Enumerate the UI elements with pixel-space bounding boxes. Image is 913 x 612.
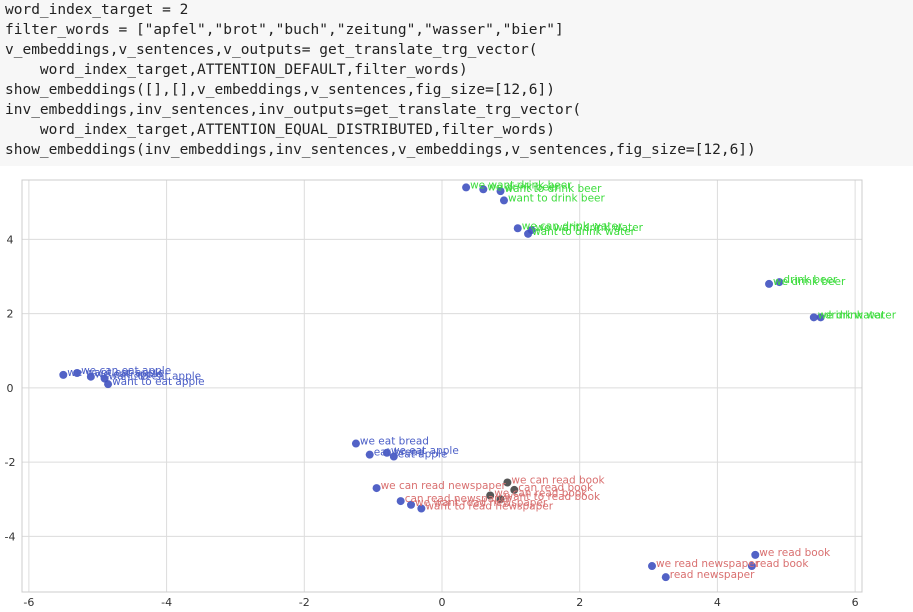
data-point xyxy=(86,372,95,381)
x-tick-label: 6 xyxy=(852,596,859,608)
data-point xyxy=(765,279,774,288)
point-label: want to eat apple xyxy=(109,371,202,383)
point-label: can read book xyxy=(518,482,594,494)
point-label: we can read newspaper xyxy=(381,480,507,492)
point-label: we eat apple xyxy=(391,445,459,457)
data-point xyxy=(661,573,670,582)
data-point xyxy=(396,497,405,506)
data-point xyxy=(351,439,360,448)
data-point xyxy=(462,183,471,192)
x-tick-label: -6 xyxy=(23,596,34,608)
data-point xyxy=(747,562,756,571)
output-area: -6 -4 -2 0 2 4 6 -4 -2 0 2 4 we want drink beer we d… xyxy=(0,166,913,609)
data-point xyxy=(496,187,505,196)
point-label: want to read newspaper xyxy=(425,500,553,512)
data-point xyxy=(510,485,519,494)
y-tick-label: -2 xyxy=(5,456,16,469)
x-tick-label: 0 xyxy=(439,596,446,608)
point-label: can read newspaper xyxy=(405,493,513,505)
data-point xyxy=(479,185,488,194)
data-point xyxy=(59,370,68,379)
code-line: filter_words = ["apfel","brot","buch","z… xyxy=(5,22,564,38)
point-label: we eat apple xyxy=(95,369,163,381)
code-line: word_index_target,ATTENTION_DEFAULT,filt… xyxy=(5,62,468,78)
data-point xyxy=(104,380,113,389)
data-point xyxy=(809,313,818,322)
code-line: word_index_target = 2 xyxy=(5,2,189,18)
point-label: we drink beer xyxy=(487,181,560,193)
data-point xyxy=(372,484,381,493)
point-label: we drink beer xyxy=(773,276,846,288)
point-label: want to read book xyxy=(505,491,602,503)
tick-labels: -6 -4 -2 0 2 4 6 -4 -2 0 2 4 xyxy=(5,233,859,609)
data-point xyxy=(407,500,416,509)
data-point xyxy=(496,495,505,504)
y-tick-label: 4 xyxy=(7,233,14,246)
data-point xyxy=(499,196,508,205)
data-point xyxy=(503,478,512,487)
code-line: show_embeddings(inv_embeddings,inv_sente… xyxy=(5,142,756,158)
code-line: inv_embeddings,inv_sentences,inv_outputs… xyxy=(5,102,582,118)
data-point xyxy=(524,229,533,238)
point-label: we can eat apple xyxy=(81,365,171,377)
point-label: eat bread xyxy=(374,447,425,459)
code-line: v_embeddings,v_sentences,v_outputs= get_… xyxy=(5,42,538,58)
x-tick-label: 2 xyxy=(576,596,583,608)
point-label: we want drink beer xyxy=(470,179,572,191)
point-label: drink beer xyxy=(783,274,838,286)
point-label: want to drink beer xyxy=(505,183,603,195)
x-tick-label: 4 xyxy=(714,596,721,608)
point-label: we want read newspaper xyxy=(415,497,548,509)
point-label: we eat bread xyxy=(360,436,429,448)
point-label: want to eat apple xyxy=(112,376,205,388)
point-label: read newspaper xyxy=(670,569,755,581)
point-label: read book xyxy=(756,558,809,570)
code-line: show_embeddings([],[],v_embeddings,v_sen… xyxy=(5,82,555,98)
point-label: we can read book xyxy=(511,475,605,487)
data-point xyxy=(382,448,391,457)
data-points xyxy=(59,183,825,582)
data-point xyxy=(417,504,426,513)
data-point xyxy=(486,491,495,500)
data-point xyxy=(389,452,398,461)
point-label: we drink water xyxy=(818,309,897,321)
data-point xyxy=(775,278,784,287)
y-tick-label: 2 xyxy=(7,308,14,321)
point-label: we can drink water xyxy=(522,220,623,232)
y-tick-label: -4 xyxy=(5,530,16,543)
data-point xyxy=(365,450,374,459)
data-point xyxy=(513,224,522,233)
code-cell[interactable]: word_index_target = 2 filter_words = ["a… xyxy=(0,0,913,167)
x-tick-label: -2 xyxy=(299,596,310,608)
point-label: we can read book xyxy=(494,487,588,499)
code-line: word_index_target,ATTENTION_EQUAL_DISTRI… xyxy=(5,122,555,138)
data-point xyxy=(73,369,82,378)
point-label: want to drink beer xyxy=(508,192,606,204)
x-tick-label: -4 xyxy=(161,596,172,608)
plot-frame xyxy=(21,179,863,593)
grid-lines xyxy=(22,180,862,592)
data-point xyxy=(816,313,825,322)
point-label: eat apple xyxy=(398,449,448,461)
point-label: we read book xyxy=(759,547,831,559)
point-label: we want eat apple xyxy=(67,367,164,379)
data-point xyxy=(648,562,656,571)
data-point xyxy=(751,550,760,559)
point-label: we want drink water xyxy=(536,222,644,234)
point-label: drink water xyxy=(825,309,886,321)
point-label: want to drink water xyxy=(532,226,636,238)
y-tick-label: 0 xyxy=(7,382,14,395)
point-label: we read newspaper xyxy=(656,558,760,570)
